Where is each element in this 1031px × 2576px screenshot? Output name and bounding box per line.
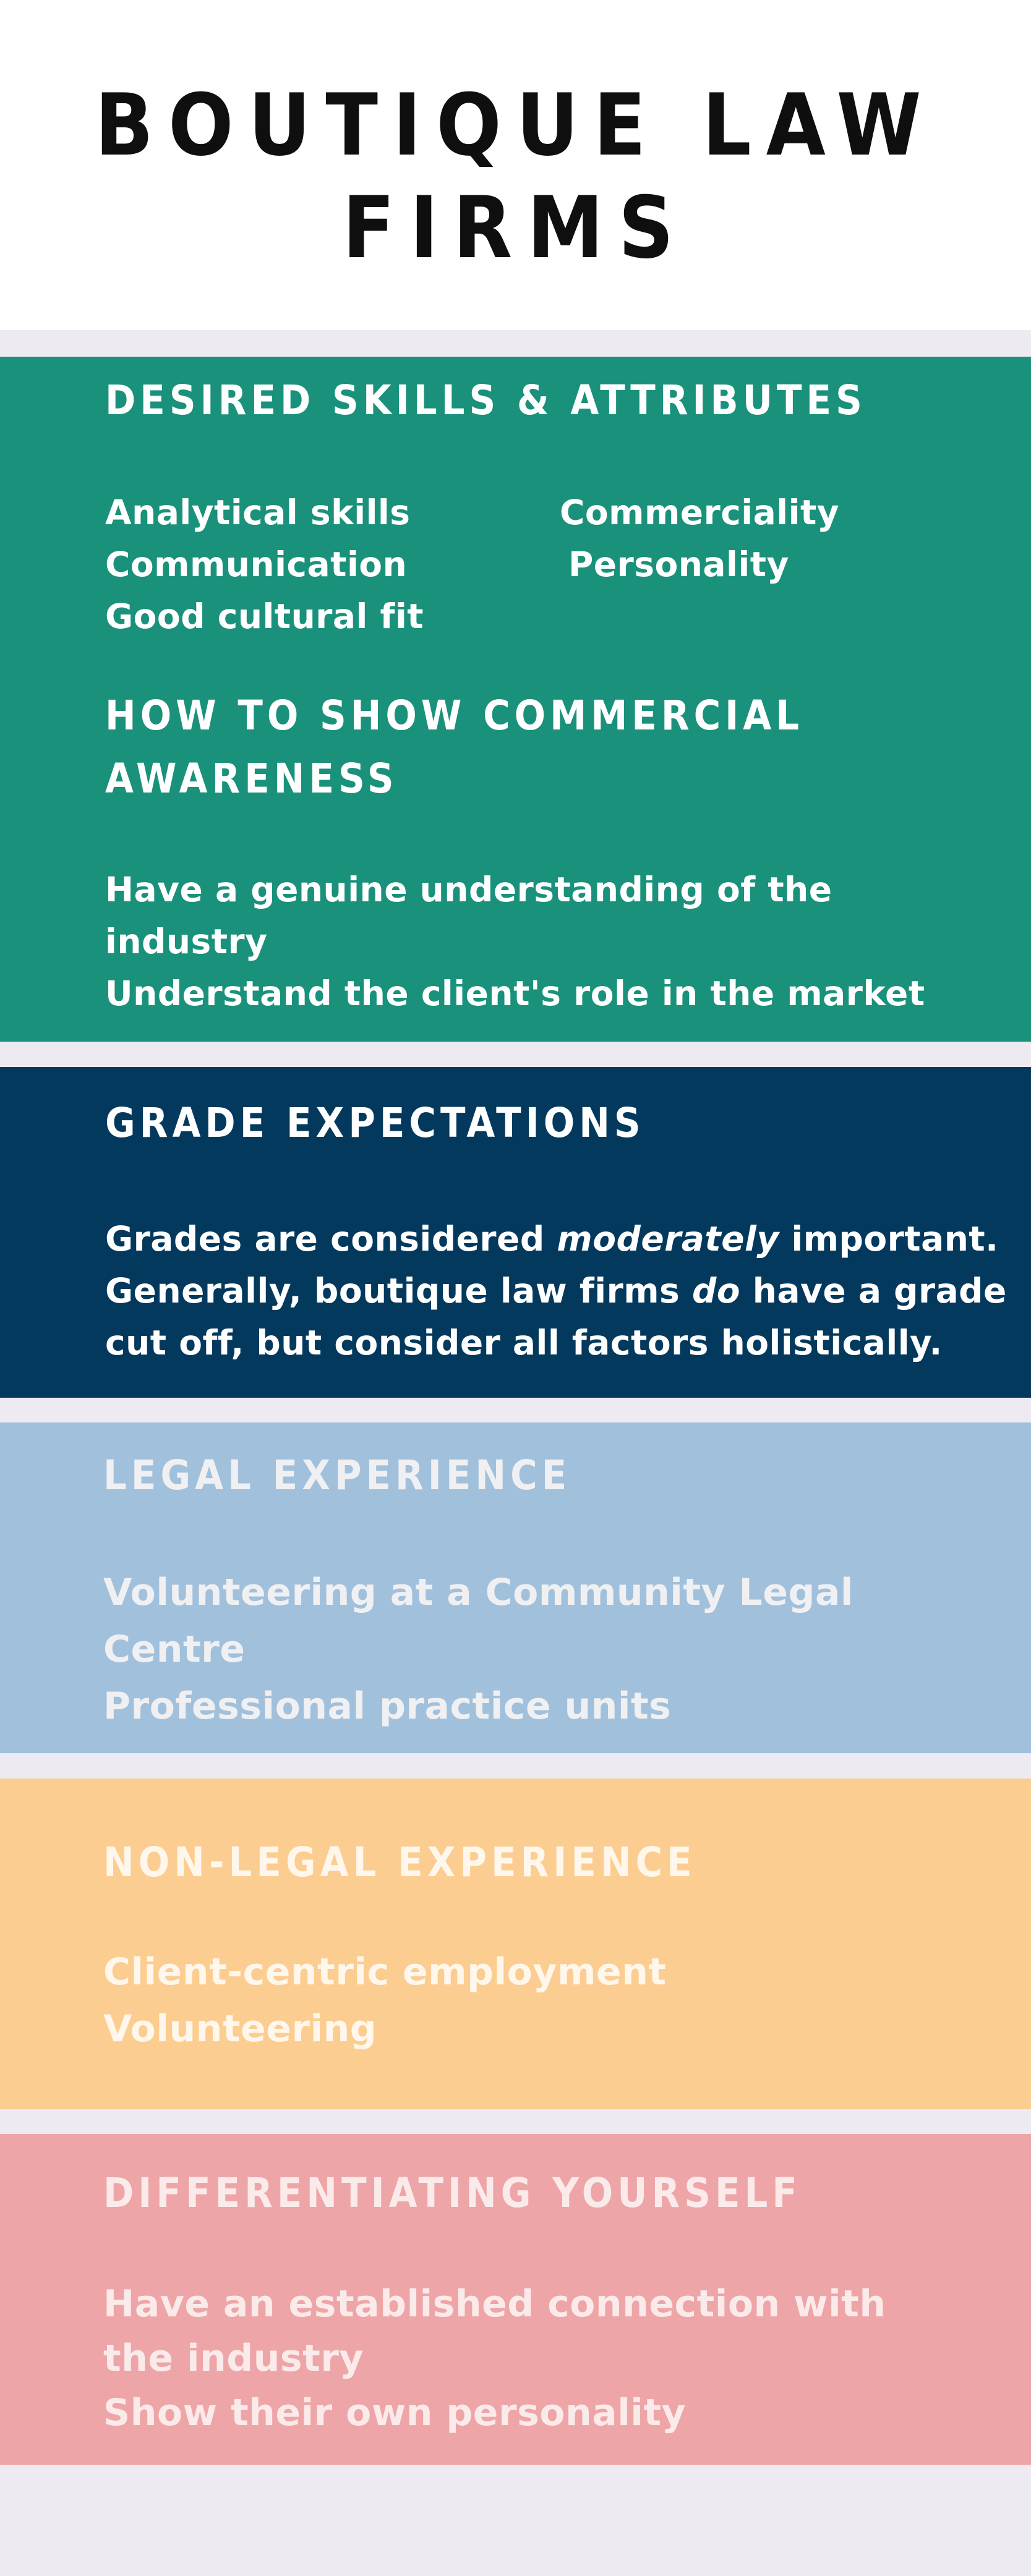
legal-line: Volunteering at a Community Legal bbox=[103, 1571, 853, 1614]
commercial-heading-line-2: AWARENESS bbox=[105, 755, 398, 802]
legal-heading: LEGAL EXPERIENCE bbox=[103, 1452, 571, 1499]
grades-text-part: Generally, boutique law firms bbox=[105, 1271, 692, 1311]
grades-text-part: important. bbox=[779, 1219, 999, 1259]
grades-section: GRADE EXPECTATIONS Grades are considered… bbox=[0, 1067, 1031, 1398]
nonlegal-section: NON-LEGAL EXPERIENCE Client-centric empl… bbox=[0, 1779, 1031, 2109]
skills-list-left: Analytical skills Communication Good cul… bbox=[105, 487, 424, 642]
legal-line: Centre bbox=[103, 1628, 246, 1671]
nonlegal-heading: NON-LEGAL EXPERIENCE bbox=[103, 1838, 696, 1886]
legal-text: Volunteering at a Community Legal Centre… bbox=[103, 1564, 853, 1735]
differentiating-heading: DIFFERENTIATING YOURSELF bbox=[103, 2169, 802, 2217]
legal-section: LEGAL EXPERIENCE Volunteering at a Commu… bbox=[0, 1422, 1031, 1753]
skills-section: DESIRED SKILLS & ATTRIBUTES Analytical s… bbox=[0, 357, 1031, 1042]
skill-item: Analytical skills bbox=[105, 493, 411, 532]
nonlegal-line: Volunteering bbox=[103, 2007, 377, 2051]
differentiating-line: the industry bbox=[103, 2337, 364, 2380]
grades-text: Grades are considered moderately importa… bbox=[105, 1213, 1007, 1369]
grades-emphasis: do bbox=[691, 1271, 741, 1311]
nonlegal-line: Client-centric employment bbox=[103, 1950, 667, 1994]
differentiating-line: Have an established connection with bbox=[103, 2282, 886, 2326]
grades-text-part: have a grade bbox=[740, 1271, 1007, 1311]
commercial-heading-line-1: HOW TO SHOW COMMERCIAL bbox=[105, 692, 804, 739]
grades-text-part: Grades are considered bbox=[105, 1219, 557, 1259]
skill-item: Communication bbox=[105, 545, 408, 584]
commercial-text: Have a genuine understanding of the indu… bbox=[105, 864, 925, 1019]
commercial-heading: HOW TO SHOW COMMERCIAL AWARENESS bbox=[105, 684, 803, 810]
skill-item: Personality bbox=[568, 545, 789, 584]
commercial-line: industry bbox=[105, 922, 268, 961]
title-header: BOUTIQUE LAW FIRMS bbox=[0, 0, 1031, 330]
commercial-line: Have a genuine understanding of the bbox=[105, 870, 832, 909]
grades-line-2: Generally, boutique law firms do have a … bbox=[105, 1265, 1007, 1317]
skills-heading: DESIRED SKILLS & ATTRIBUTES bbox=[105, 376, 866, 424]
skills-list-right: Commerciality Personality bbox=[560, 487, 839, 590]
title-line-1: BOUTIQUE LAW bbox=[95, 75, 936, 175]
differentiating-text: Have an established connection with the … bbox=[103, 2277, 886, 2440]
grades-emphasis: moderately bbox=[557, 1219, 779, 1259]
grades-line-3: cut off, but consider all factors holist… bbox=[105, 1323, 943, 1362]
grades-heading: GRADE EXPECTATIONS bbox=[105, 1099, 645, 1147]
skill-item: Commerciality bbox=[560, 493, 840, 532]
commercial-line: Understand the client's role in the mark… bbox=[105, 974, 925, 1013]
differentiating-section: DIFFERENTIATING YOURSELF Have an establi… bbox=[0, 2134, 1031, 2465]
differentiating-line: Show their own personality bbox=[103, 2391, 687, 2434]
skill-item: Good cultural fit bbox=[105, 597, 424, 636]
title-line-2: FIRMS bbox=[342, 178, 689, 278]
legal-line: Professional practice units bbox=[103, 1685, 672, 1728]
page-title: BOUTIQUE LAW FIRMS bbox=[0, 74, 1031, 279]
nonlegal-text: Client-centric employment Volunteering bbox=[103, 1944, 667, 2057]
grades-line-1: Grades are considered moderately importa… bbox=[105, 1213, 1007, 1265]
